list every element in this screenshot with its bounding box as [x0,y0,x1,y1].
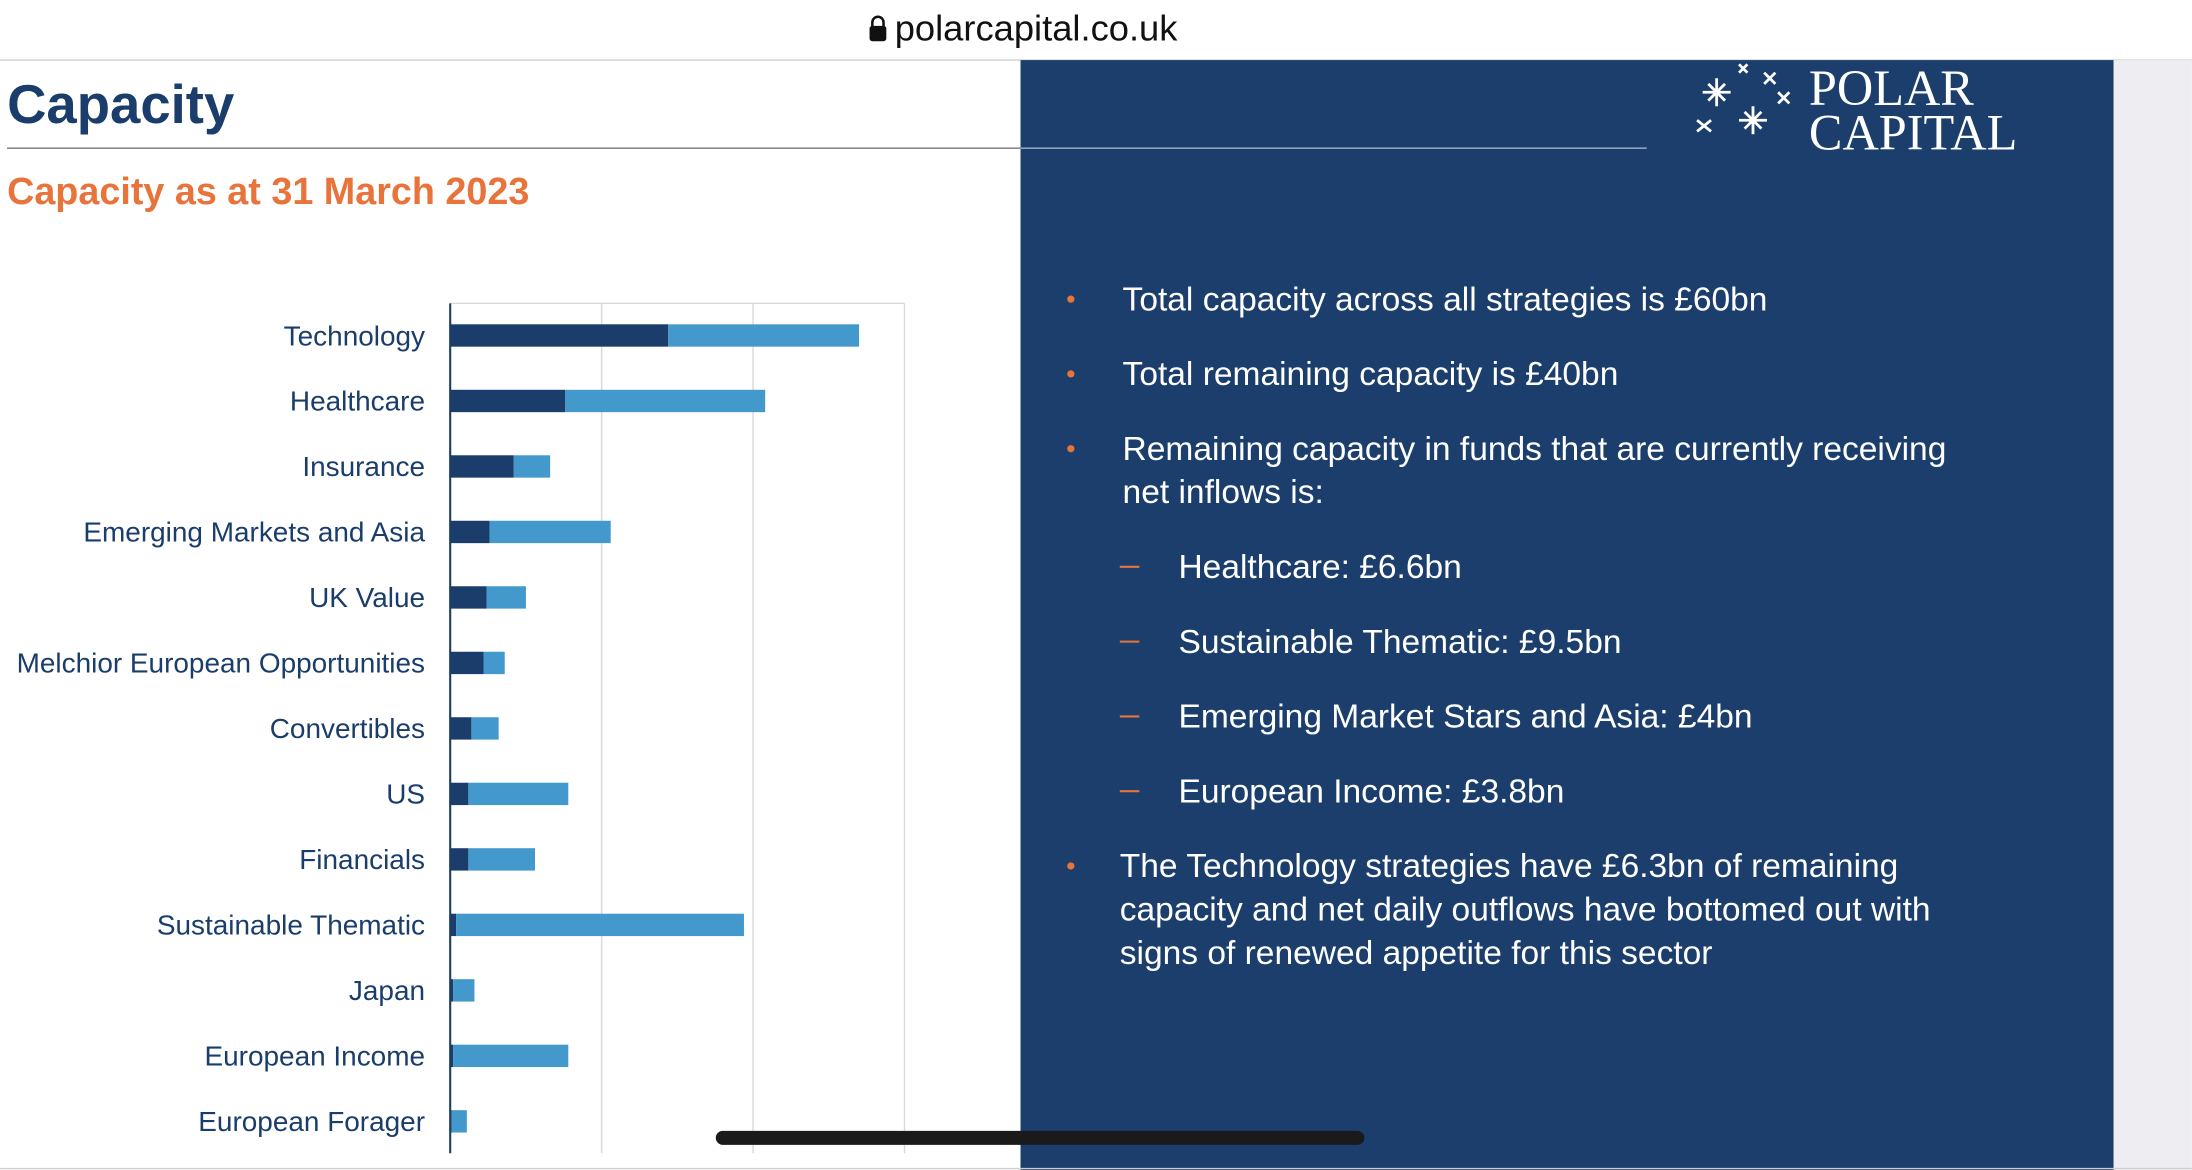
bar-segment [450,520,490,544]
lock-icon [869,15,887,42]
bullet-dot [1067,862,1075,870]
sub-bullet-text: Emerging Market Stars and Asia: £4bn [1178,699,1752,736]
sub-bullet-text: European Income: £3.8bn [1178,773,1564,810]
bar-segment [453,979,475,1002]
y-tick-label: Technology [284,320,425,351]
logo-text: CAPITAL [1809,105,2017,161]
bullet-text: Total remaining capacity is £40bn [1123,356,1619,393]
y-tick-label: Convertibles [270,713,425,744]
bar-segment [668,324,860,347]
bar-segment [468,782,569,806]
bar-segment [450,455,514,478]
bullet-text: Remaining capacity in funds that are cur… [1123,431,1947,468]
bar-segment [513,455,551,478]
bullet-dot [1067,295,1075,303]
bar-segment [489,520,611,544]
y-tick-label: Sustainable Thematic [157,910,425,941]
y-tick-label: European Income [204,1041,425,1072]
url[interactable]: polarcapital.co.uk [895,8,1179,49]
sub-bullet-text: Sustainable Thematic: £9.5bn [1178,624,1621,661]
bar-segment [453,1044,569,1068]
bar-segment [471,717,499,740]
y-tick-label: Financials [299,844,425,875]
bar-segment [450,848,469,871]
bar-segment [450,389,566,413]
bullet-dot [1067,445,1075,453]
browser-bar [0,0,2192,61]
bar-segment [450,586,487,609]
bar-segment [450,782,469,806]
bar-segment [468,848,535,871]
home-indicator [715,1130,1365,1145]
bar-segment [450,979,454,1002]
bullet-text: Total capacity across all strategies is … [1123,281,1768,318]
bar-segment [451,1110,467,1133]
logo-mark [1696,63,1791,135]
bar-segment [456,913,744,937]
bullet-dot [1067,370,1075,378]
y-tick-label: European Forager [198,1106,425,1137]
bar-segment [450,1110,452,1133]
y-tick-label: Emerging Markets and Asia [83,517,425,548]
side-strip [2113,60,2192,1170]
y-tick-label: Insurance [302,451,425,482]
y-tick-label: Healthcare [290,386,425,417]
y-tick-label: UK Value [309,582,425,613]
bar-segment [450,651,484,675]
bar-segment [565,389,766,413]
bar-segment [450,1044,454,1068]
y-tick-label: US [386,779,425,810]
info-panel [1020,60,2114,1170]
bullet-text: signs of renewed appetite for this secto… [1120,935,1713,972]
bar-segment [450,324,669,347]
bar-segment [450,913,457,937]
sub-bullet-text: Healthcare: £6.6bn [1178,549,1461,586]
bullet-text: net inflows is: [1123,474,1324,511]
y-tick-label: Japan [349,975,425,1006]
page-title: Capacity [7,74,235,135]
y-tick-label: Melchior European Opportunities [17,648,425,679]
bullet-text: The Technology strategies have £6.3bn of… [1120,848,1899,885]
bullet-text: capacity and net daily outflows have bot… [1120,891,1931,928]
bar-segment [486,586,526,609]
logo-text: POLAR [1809,60,1974,116]
bar-segment [483,651,505,675]
chart-title: Capacity as at 31 March 2023 [7,170,529,212]
bar-segment [450,717,472,740]
